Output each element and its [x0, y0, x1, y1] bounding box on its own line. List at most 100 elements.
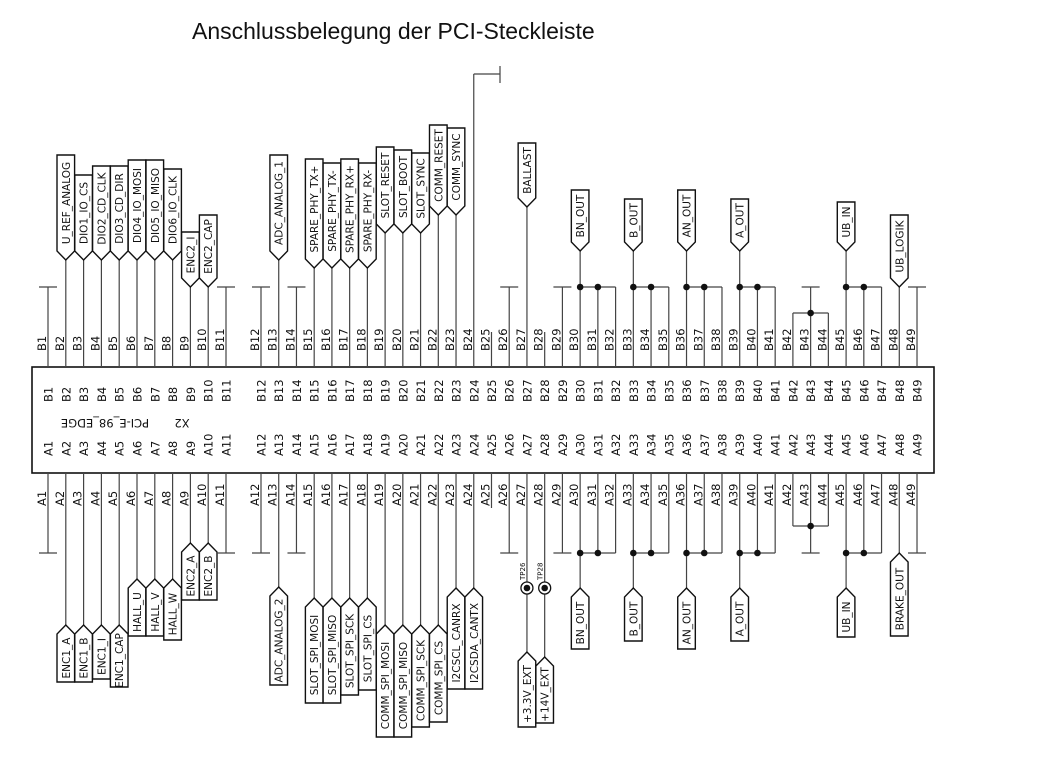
pin-label-inner: A42: [786, 433, 800, 456]
pin-label-outer: B10: [195, 328, 209, 351]
pin-label-outer: A36: [674, 483, 688, 506]
pin-label-inner: A38: [715, 433, 729, 456]
test-point-label: TP28: [537, 563, 545, 581]
net-flag-label: ENC1_A: [61, 637, 73, 679]
net-flag: [446, 127, 466, 217]
net-flag: [91, 623, 111, 680]
pin-label-inner: B41: [769, 379, 783, 402]
net-flag-label: B_OUT: [628, 601, 640, 636]
net-flag-label: ENC1_I: [96, 638, 108, 675]
net-flag-label: +3.3V_EXT: [522, 664, 534, 723]
pin-label-outer: B45: [833, 328, 847, 351]
pin-label-inner: B13: [272, 379, 286, 402]
pin-label-inner: B15: [308, 379, 322, 402]
pin-label-inner: A32: [609, 433, 623, 456]
pin-label-outer: A27: [514, 483, 528, 506]
pin-label-inner: A34: [645, 433, 659, 456]
pin-label-inner: B14: [290, 379, 304, 402]
net-flag-label: COMM_RESET: [433, 129, 445, 202]
pin-label-outer: A44: [815, 483, 829, 506]
pin-label-outer: B26: [496, 328, 510, 351]
net-flag: [677, 189, 697, 253]
net-flag: [163, 577, 183, 641]
net-flag: [411, 623, 431, 728]
net-flag: [535, 655, 555, 724]
pin-label-outer: A26: [496, 483, 510, 506]
pin-label-outer: A46: [851, 483, 865, 506]
pin-label-inner: A17: [343, 433, 357, 456]
net-flag: [269, 585, 289, 686]
pin-label-outer: A9: [177, 491, 191, 506]
junction-dot: [576, 283, 584, 291]
junction-dot: [594, 283, 602, 291]
pin-label-outer: B46: [851, 328, 865, 351]
net-flag-label: I2CSCL_CANRX: [451, 603, 463, 682]
pin-label-outer: A23: [443, 483, 457, 506]
net-flag-label: SLOT_SPI_MISO: [327, 615, 339, 696]
net-flag: [109, 165, 129, 262]
pin-label-inner: B22: [432, 379, 446, 402]
pin-label-inner: B12: [255, 379, 269, 402]
net-flag-label: SLOT_SYNC: [416, 158, 428, 218]
pin-label-outer: A7: [142, 491, 156, 506]
pin-label-outer: B19: [372, 328, 386, 351]
pin-label-inner: A20: [396, 433, 410, 456]
pin-label-outer: A49: [904, 483, 918, 506]
pin-label-inner: B2: [59, 387, 73, 402]
pin-label-inner: A37: [698, 433, 712, 456]
net-flag-label: SLOT_SPI_CS: [362, 614, 374, 682]
pin-label-inner: B21: [414, 379, 428, 402]
pin-label-outer: A25: [478, 483, 492, 506]
connector-body: [31, 366, 935, 474]
net-flag: [428, 124, 448, 217]
pin-label-inner: A7: [148, 441, 162, 456]
pin-label-inner: B16: [325, 379, 339, 402]
pin-label-inner: B10: [202, 379, 216, 402]
pin-label-inner: A11: [220, 433, 234, 456]
pin-label-outer: A18: [354, 483, 368, 506]
pin-label-outer: B42: [780, 328, 794, 351]
pin-label-inner: A13: [272, 433, 286, 456]
net-flag-label: SLOT_SPI_SCK: [345, 613, 357, 688]
pin-label-inner: B32: [609, 379, 623, 402]
connector-part-label: PCI-E_98_EDGE: [61, 416, 149, 430]
pin-label-outer: B47: [869, 328, 883, 351]
pin-label-outer: B40: [744, 328, 758, 351]
net-flag-label: ADC_ANALOG_2: [274, 599, 286, 683]
net-flag-label: SPARE_PHY_RX+: [345, 165, 357, 253]
net-flag: [269, 154, 289, 262]
pin-label-outer: B1: [35, 336, 49, 351]
net-flag-label: DIO6_IO_CLK: [168, 175, 180, 244]
net-flag: [74, 623, 94, 683]
net-flag: [393, 623, 413, 738]
net-flag: [411, 152, 431, 235]
pin-label-outer: B9: [177, 336, 191, 351]
pin-label-inner: B33: [627, 379, 641, 402]
net-flag: [464, 586, 484, 690]
pin-label-outer: A21: [408, 483, 422, 506]
net-flag-label: COMM_SPI_MOSI: [380, 642, 392, 729]
net-flag-label: BN_OUT: [575, 601, 587, 644]
net-flag-label: COMM_SPI_CS: [433, 641, 445, 716]
net-flag-label: HALL_V: [150, 592, 162, 632]
pin-label-outer: A19: [372, 483, 386, 506]
pin-label-outer: A37: [691, 483, 705, 506]
pin-label-inner: B29: [556, 379, 570, 402]
net-flag: [304, 158, 324, 270]
pin-label-outer: B6: [124, 336, 138, 351]
pin-label-inner: A16: [325, 433, 339, 456]
net-flag: [428, 623, 448, 723]
net-flag-label: I2CSDA_CANTX: [469, 603, 481, 683]
pin-label-outer: A5: [106, 491, 120, 506]
pin-label-outer: B48: [886, 328, 900, 351]
pin-label-inner: A21: [414, 433, 428, 456]
net-flag: [322, 596, 342, 704]
pin-label-inner: A40: [751, 433, 765, 456]
net-flag: [623, 586, 643, 642]
net-flag-label: SPARE_PHY_TX+: [309, 166, 321, 253]
pin-label-outer: A17: [337, 483, 351, 506]
net-flag-label: ENC2_I: [185, 237, 197, 274]
pin-label-outer: B7: [142, 336, 156, 351]
pin-label-inner: B5: [113, 387, 127, 402]
pin-label-inner: B35: [662, 379, 676, 402]
